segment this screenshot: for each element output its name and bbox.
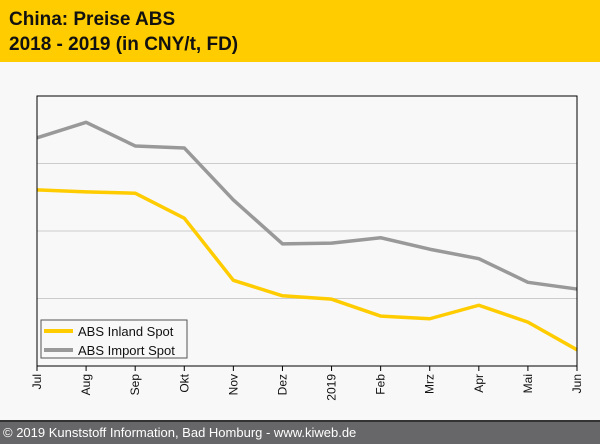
x-tick-label: Sep xyxy=(128,374,142,396)
chart-title-line1: China: Preise ABS xyxy=(9,9,176,30)
x-tick-label: Jun xyxy=(570,374,584,393)
x-tick-label: Dez xyxy=(275,374,289,395)
line-chart: Jul Aug Sep Okt Nov Dez 2019 Feb Mrz Apr Mai Jun ABS… xyxy=(30,95,584,401)
x-tick-label: Aug xyxy=(79,374,93,395)
x-tick-label: Mai xyxy=(521,374,535,393)
legend-label: ABS Inland Spot xyxy=(78,324,174,339)
chart-header: China: Preise ABS 2018 - 2019 (in CNY/t,… xyxy=(0,0,600,62)
footer-copyright: © 2019 Kunststoff Information, Bad Hombu… xyxy=(0,420,600,444)
chart-title-line2: 2018 - 2019 (in CNY/t, FD) xyxy=(9,34,239,55)
series-line-import xyxy=(36,120,578,291)
x-tick-label: Jul xyxy=(30,374,44,389)
x-tick-label: Nov xyxy=(226,374,240,395)
series-line-inland xyxy=(36,188,578,352)
x-tick-label: 2019 xyxy=(325,374,339,401)
x-tick-label: Apr xyxy=(472,374,486,393)
plot-border xyxy=(36,95,578,367)
x-tick-label: Mrz xyxy=(423,374,437,394)
legend-label: ABS Import Spot xyxy=(78,343,175,358)
x-tick-label: Feb xyxy=(374,374,388,395)
x-tick-label: Okt xyxy=(177,373,191,392)
